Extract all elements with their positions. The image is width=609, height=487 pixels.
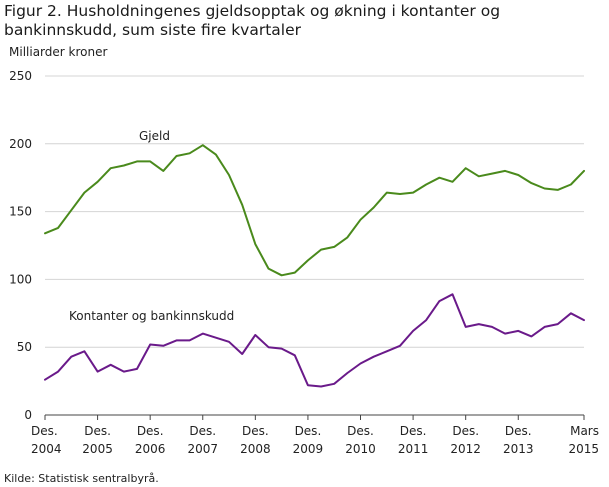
x-tick-label-top: Des.: [137, 424, 164, 438]
x-tick-label-bottom: 2009: [293, 442, 324, 456]
series-label-1: Kontanter og bankinnskudd: [69, 309, 234, 323]
x-tick-label-top: Mars: [570, 424, 599, 438]
x-tick-label-top: Des.: [31, 424, 58, 438]
x-tick-label-bottom: 2013: [503, 442, 534, 456]
y-axis-label: Milliarder kroner: [9, 45, 108, 59]
y-tick-label-100: 100: [9, 272, 32, 286]
series-line-1: [44, 293, 585, 388]
x-tick-label-top: Des.: [242, 424, 269, 438]
x-tick-label-bottom: 2005: [82, 442, 113, 456]
x-tick-label-bottom: 2011: [398, 442, 429, 456]
x-tick-label-top: Des.: [452, 424, 479, 438]
x-tick-label-bottom: 2015: [568, 442, 599, 456]
x-tick-label-top: Des.: [189, 424, 216, 438]
gridlines: [45, 75, 584, 416]
x-tick-label-top: Des.: [347, 424, 374, 438]
y-tick-label-200: 200: [9, 137, 32, 151]
series-label-0: Gjeld: [139, 129, 170, 143]
source-note: Kilde: Statistisk sentralbyrå.: [4, 472, 159, 485]
y-tick-label-50: 50: [17, 340, 32, 354]
x-tick-label-top: Des.: [400, 424, 427, 438]
y-tick-label-250: 250: [9, 69, 32, 83]
x-tick-label-bottom: 2012: [450, 442, 481, 456]
x-tick-label-bottom: 2010: [345, 442, 376, 456]
chart-title: Figur 2. Husholdningenes gjeldsopptak og…: [4, 2, 501, 39]
y-tick-label-150: 150: [9, 205, 32, 219]
x-tick-label-bottom: 2008: [240, 442, 271, 456]
x-tick-label-bottom: 2004: [31, 442, 62, 456]
x-tick-label-top: Des.: [84, 424, 111, 438]
line-chart: 0 50 100 150 200 250 Des. 2004 Des. 2005 Des. 2006…: [9, 69, 599, 456]
x-tick-label-bottom: 2007: [187, 442, 218, 456]
series-lines: [44, 144, 585, 388]
series-line-0: [44, 144, 585, 277]
y-axis-ticks: 0 50 100 150 200 250: [9, 69, 32, 422]
x-axis-ticks: Des. 2004 Des. 2005 Des. 2006 Des. 2007 Des. 2008…: [31, 415, 599, 456]
series-annotations: Gjeld Kontanter og bankinnskudd: [69, 129, 234, 323]
x-tick-label-bottom: 2006: [135, 442, 166, 456]
x-tick-label-top: Des.: [505, 424, 532, 438]
x-tick-label-top: Des.: [295, 424, 322, 438]
y-tick-label-0: 0: [24, 408, 32, 422]
